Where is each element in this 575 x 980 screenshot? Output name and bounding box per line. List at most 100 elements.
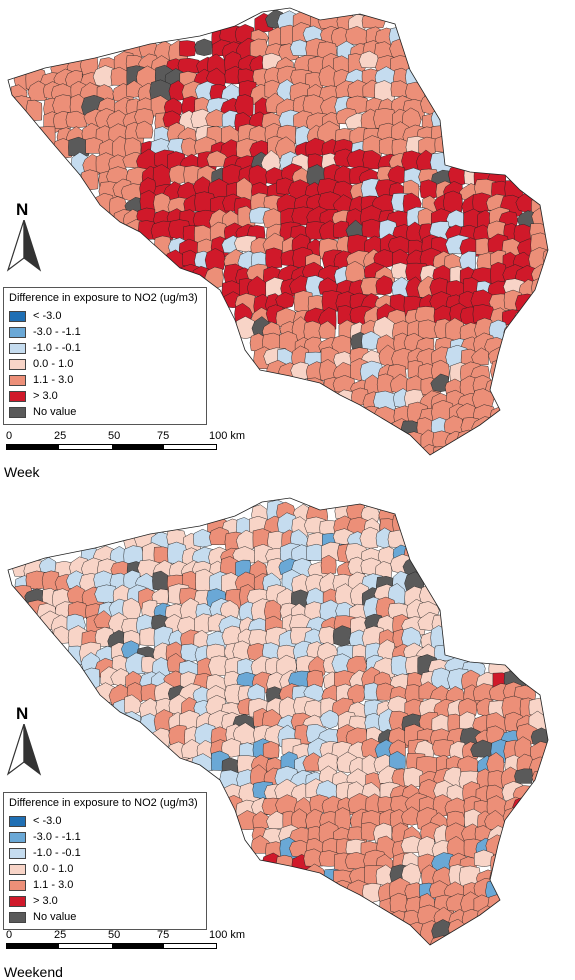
scale-tick-label: 50 <box>108 929 121 941</box>
scale-tick-label: 75 <box>157 929 170 941</box>
municipality <box>461 909 481 931</box>
municipality <box>471 347 489 366</box>
scale-tick-label: 100 km <box>209 929 246 941</box>
municipality <box>193 528 215 548</box>
municipality <box>486 906 509 930</box>
legend-swatch <box>9 911 26 923</box>
legend-item: 1.1 - 3.0 <box>9 372 201 388</box>
legend-title: Difference in exposure to NO2 (ug/m3) <box>9 292 198 304</box>
municipality <box>305 377 325 400</box>
panel-label-week: Week <box>4 464 40 480</box>
legend-item: < -3.0 <box>9 308 201 324</box>
municipality <box>275 291 296 309</box>
legend-swatch <box>9 326 26 338</box>
municipality <box>459 251 476 272</box>
legend-label: 0.0 - 1.0 <box>33 863 74 875</box>
municipality <box>179 40 197 57</box>
scale-tick-label: 0 <box>6 929 13 941</box>
municipality <box>68 136 91 156</box>
legend-swatch <box>9 406 26 418</box>
municipality <box>306 669 324 688</box>
legend-item: -3.0 - -1.1 <box>9 324 201 340</box>
scale-tick-label: 25 <box>54 430 67 442</box>
legend-label: -3.0 - -1.1 <box>33 326 81 338</box>
legend-swatch <box>9 310 26 322</box>
legend-swatch <box>9 847 26 859</box>
municipality <box>419 179 439 200</box>
north-label: N <box>16 704 29 723</box>
municipality <box>252 810 271 831</box>
municipality <box>392 512 410 532</box>
municipality <box>134 108 154 127</box>
legend: Difference in exposure to NO2 (ug/m3) < … <box>3 792 207 930</box>
legend-swatch <box>9 895 26 907</box>
legend-item: -1.0 - -0.1 <box>9 845 201 861</box>
municipality <box>291 808 307 829</box>
municipality <box>265 247 283 269</box>
municipality <box>150 220 176 243</box>
municipality <box>332 625 352 647</box>
municipality <box>388 751 406 770</box>
scale-labels: 0 25 50 75 100 km <box>6 929 246 942</box>
municipality <box>490 359 509 383</box>
country-border <box>7 497 549 946</box>
choropleth-map-week <box>7 7 549 456</box>
north-label: N <box>16 200 29 219</box>
municipality <box>125 652 146 675</box>
legend-label: < -3.0 <box>33 310 62 322</box>
panel-label-weekend: Weekend <box>4 964 63 980</box>
municipality <box>514 768 533 784</box>
legend-label: 1.1 - 3.0 <box>33 879 74 891</box>
north-arrow-icon <box>6 220 42 272</box>
municipality <box>418 136 437 156</box>
legend-item: 0.0 - 1.0 <box>9 356 201 372</box>
municipality <box>359 526 381 549</box>
north-arrow: N <box>4 704 44 776</box>
legend-item: 0.0 - 1.0 <box>9 861 201 877</box>
municipality <box>389 892 408 914</box>
municipality <box>387 529 412 549</box>
legend-title: Difference in exposure to NO2 (ug/m3) <box>9 797 198 809</box>
municipality <box>531 276 548 300</box>
legend-swatch <box>9 358 26 370</box>
municipality-layer <box>11 499 548 945</box>
scale-tick-label: 75 <box>157 430 170 442</box>
scale-tick-label: 25 <box>54 929 67 941</box>
legend-swatch <box>9 863 26 875</box>
north-arrow: N <box>4 200 44 272</box>
municipality <box>347 684 366 704</box>
scale-bar: 0 25 50 75 100 km <box>6 430 246 460</box>
choropleth-map-weekend <box>7 497 549 946</box>
legend: Difference in exposure to NO2 (ug/m3) < … <box>3 287 207 425</box>
municipality <box>219 600 240 620</box>
scale-track <box>6 943 217 949</box>
legend-label: 0.0 - 1.0 <box>33 358 74 370</box>
north-arrow-icon <box>6 724 42 776</box>
scale-tick-label: 0 <box>6 430 13 442</box>
municipality <box>236 529 255 551</box>
municipality <box>135 120 154 139</box>
municipality <box>434 134 459 153</box>
scale-track <box>6 444 217 450</box>
map-panel-weekend: N Difference in exposure to NO2 (ug/m3) … <box>0 490 575 980</box>
legend-label: > 3.0 <box>33 895 58 907</box>
municipality <box>25 99 43 121</box>
municipality <box>204 248 226 271</box>
municipality <box>249 38 269 58</box>
municipality <box>194 38 212 56</box>
legend-item: No value <box>9 404 201 420</box>
municipality <box>124 694 142 715</box>
municipality <box>151 588 169 604</box>
legend-item: -3.0 - -1.1 <box>9 829 201 845</box>
legend-swatch <box>9 879 26 891</box>
legend-items: < -3.0 -3.0 - -1.1 -1.0 - -0.1 0.0 - 1.0 1.1… <box>9 813 201 925</box>
municipality <box>456 429 480 452</box>
municipality <box>320 554 337 575</box>
municipality <box>347 556 366 576</box>
legend-label: -1.0 - -0.1 <box>33 847 81 859</box>
municipality <box>430 667 451 690</box>
municipality <box>502 806 528 827</box>
map-panel-week: N Difference in exposure to NO2 (ug/m3) … <box>3 7 549 480</box>
legend-swatch <box>9 390 26 402</box>
municipality <box>504 180 524 199</box>
